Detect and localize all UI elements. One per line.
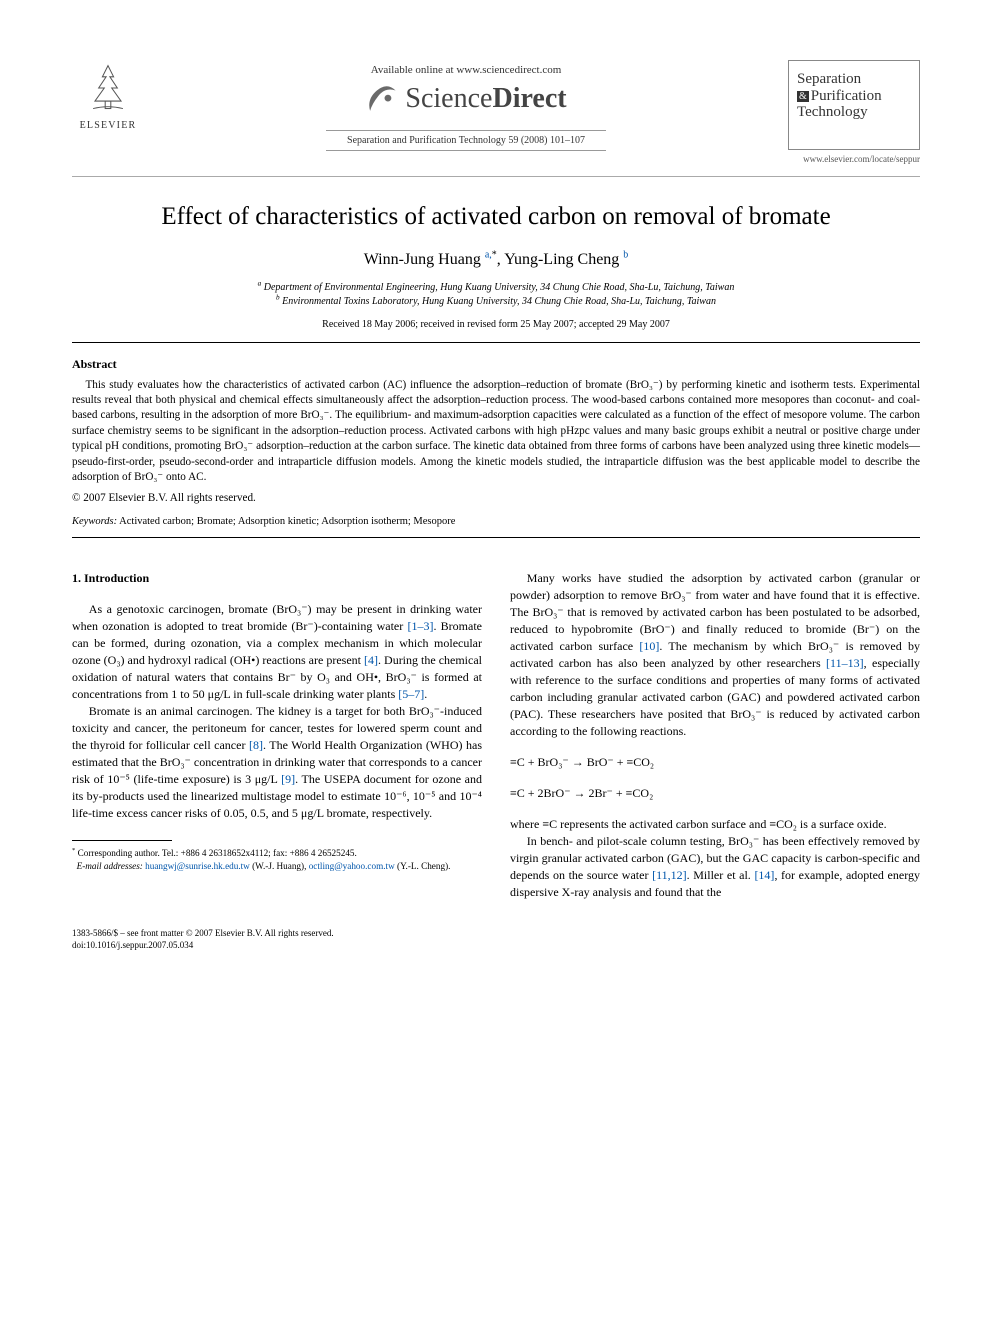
- author-1-name: Winn-Jung Huang: [364, 251, 481, 268]
- sd-word-a: Science: [405, 83, 492, 114]
- cite-11-13[interactable]: [11–13]: [826, 656, 864, 670]
- journal-box-line2b: Technology: [797, 104, 868, 120]
- author-2-name: Yung-Ling Cheng: [504, 251, 619, 268]
- keywords-line: Keywords: Activated carbon; Bromate; Ads…: [72, 516, 920, 527]
- intro-para-5: In bench- and pilot-scale column testing…: [510, 833, 920, 901]
- corresponding-author-footnote: * Corresponding author. Tel.: +886 4 263…: [72, 847, 482, 872]
- footnote-corr: Corresponding author. Tel.: +886 4 26318…: [78, 848, 357, 858]
- keywords-label: Keywords:: [72, 516, 117, 527]
- journal-cover-box: Separation &Purification Technology: [788, 60, 920, 150]
- journal-reference: Separation and Purification Technology 5…: [326, 130, 606, 151]
- intro-para-3: Many works have studied the adsorption b…: [510, 570, 920, 740]
- abstract-heading: Abstract: [72, 357, 920, 372]
- journal-cover-title: Separation &Purification Technology: [797, 71, 911, 121]
- cite-4[interactable]: [4]: [364, 653, 378, 667]
- intro-para-1: As a genotoxic carcinogen, bromate (BrO₃…: [72, 601, 482, 703]
- author-list: Winn-Jung Huang a,*, Yung-Ling Cheng b: [72, 251, 920, 269]
- header-rule: [72, 176, 920, 177]
- elsevier-label: ELSEVIER: [72, 120, 144, 131]
- equation-2: ≡C + 2BrO⁻ → 2Br⁻ + ≡CO₂: [510, 785, 920, 802]
- elsevier-logo-block: ELSEVIER: [72, 60, 144, 131]
- cite-9[interactable]: [9]: [281, 772, 295, 786]
- cite-8[interactable]: [8]: [249, 738, 263, 752]
- sciencedirect-swoosh-icon: [365, 82, 399, 116]
- footer-doi: doi:10.1016/j.seppur.2007.05.034: [72, 940, 193, 950]
- footnote-email-2-who: (Y.-L. Cheng).: [397, 861, 450, 871]
- keywords-text: Activated carbon; Bromate; Adsorption ki…: [119, 516, 455, 527]
- journal-url: www.elsevier.com/locate/seppur: [788, 154, 920, 164]
- center-header: Available online at www.sciencedirect.co…: [144, 60, 788, 151]
- article-title: Effect of characteristics of activated c…: [72, 203, 920, 231]
- column-right: Many works have studied the adsorption b…: [510, 570, 920, 902]
- journal-box-amp: &: [797, 91, 809, 102]
- journal-cover-block: Separation &Purification Technology www.…: [788, 60, 920, 164]
- elsevier-tree-icon: [80, 60, 136, 116]
- sciencedirect-logo: ScienceDirect: [144, 82, 788, 116]
- journal-box-line1: Separation: [797, 71, 861, 87]
- intro-para-4: where ≡C represents the activated carbon…: [510, 816, 920, 833]
- article-dates: Received 18 May 2006; received in revise…: [72, 319, 920, 330]
- abstract-copyright: © 2007 Elsevier B.V. All rights reserved…: [72, 492, 920, 504]
- abstract-bottom-rule: [72, 537, 920, 538]
- footnote-email-label: E-mail addresses:: [77, 861, 143, 871]
- author-2-aff: b: [623, 249, 628, 260]
- body-columns: 1. Introduction As a genotoxic carcinoge…: [72, 570, 920, 902]
- journal-box-line2a: Purification: [811, 88, 882, 104]
- footer-info: 1383-5866/$ – see front matter © 2007 El…: [72, 927, 920, 951]
- abstract-top-rule: [72, 342, 920, 343]
- footnote-rule: [72, 840, 172, 841]
- intro-para-2: Bromate is an animal carcinogen. The kid…: [72, 703, 482, 822]
- cite-14[interactable]: [14]: [754, 868, 774, 882]
- cite-10[interactable]: [10]: [639, 639, 659, 653]
- cite-5-7[interactable]: [5–7]: [398, 687, 424, 701]
- footnote-email-2[interactable]: octling@yahoo.com.tw: [309, 861, 395, 871]
- cite-1-3[interactable]: [1–3]: [407, 619, 433, 633]
- affiliation-b: Environmental Toxins Laboratory, Hung Ku…: [282, 296, 716, 307]
- author-1-aff: a,: [485, 249, 492, 260]
- header-row: ELSEVIER Available online at www.science…: [72, 60, 920, 164]
- column-left: 1. Introduction As a genotoxic carcinoge…: [72, 570, 482, 902]
- affiliations: a Department of Environmental Engineerin…: [72, 281, 920, 309]
- section-1-heading: 1. Introduction: [72, 570, 482, 587]
- footer-line-1: 1383-5866/$ – see front matter © 2007 El…: [72, 928, 334, 938]
- sciencedirect-wordmark: ScienceDirect: [405, 83, 566, 115]
- cite-11-12[interactable]: [11,12]: [652, 868, 687, 882]
- available-online-line: Available online at www.sciencedirect.co…: [144, 64, 788, 76]
- affiliation-a: Department of Environmental Engineering,…: [264, 282, 735, 293]
- footnote-email-1[interactable]: huangwj@sunrise.hk.edu.tw: [145, 861, 250, 871]
- sd-word-b: Direct: [492, 83, 566, 114]
- equation-1: ≡C + BrO₃⁻ → BrO⁻ + ≡CO₂: [510, 754, 920, 771]
- footnote-email-1-who: (W.-J. Huang),: [252, 861, 306, 871]
- abstract-body: This study evaluates how the characteris…: [72, 378, 920, 486]
- author-1-corr-star: *: [492, 249, 497, 260]
